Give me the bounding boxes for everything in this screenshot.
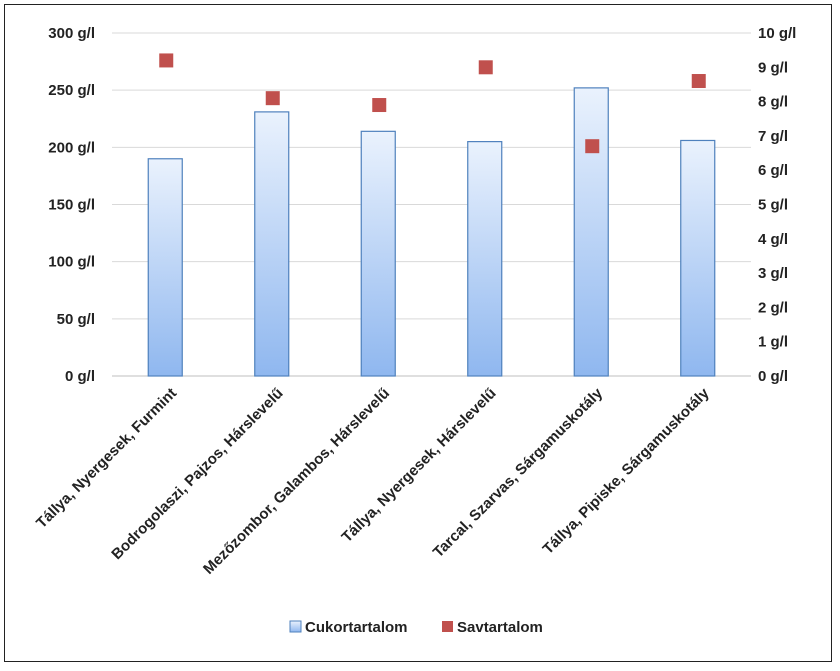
- scatter-point: [585, 139, 600, 154]
- left-tick-label: 250 g/l: [48, 82, 95, 99]
- legend-swatch-bar: [289, 620, 302, 633]
- bar: [147, 158, 183, 377]
- right-tick-label: 1 g/l: [758, 334, 788, 351]
- chart: 0 g/l 50 g/l 100 g/l 150 g/l 200 g/l 250 g/l 3…: [33, 25, 796, 636]
- category-labels: Tállya, Nyergesek, FurmintBodrogolaszi, …: [33, 384, 713, 577]
- right-tick-label: 4 g/l: [758, 231, 788, 248]
- bar: [467, 141, 503, 377]
- legend-label-point: Savtartalom: [457, 619, 543, 636]
- right-tick-label: 2 g/l: [758, 299, 788, 316]
- scatter-point: [159, 53, 174, 68]
- right-tick-label: 5 g/l: [758, 197, 788, 214]
- scatter-point: [478, 60, 493, 75]
- scatter-point: [265, 91, 280, 106]
- category-label: Tarcal, Szarvas, Sárgamuskotály: [430, 384, 607, 561]
- category-label: Bodrogolaszi, Pajzos, Hárslevelű: [108, 385, 286, 563]
- left-tick-label: 200 g/l: [48, 139, 95, 156]
- right-tick-label: 7 g/l: [758, 128, 788, 145]
- gridlines: [112, 32, 751, 377]
- left-tick-label: 300 g/l: [48, 25, 95, 42]
- legend: Cukortartalom Savtartalom: [289, 619, 543, 636]
- bar: [680, 139, 716, 377]
- left-tick-label: 50 g/l: [57, 311, 95, 328]
- scatter-point: [691, 74, 706, 89]
- bar-series: [147, 87, 716, 377]
- category-label: Tállya, Pipiske, Sárgamuskotály: [540, 384, 713, 557]
- bar: [360, 130, 396, 377]
- category-label: Mezőzombor, Galambos, Hárslevelű: [200, 385, 393, 578]
- left-tick-label: 0 g/l: [65, 368, 95, 385]
- right-tick-label: 3 g/l: [758, 265, 788, 282]
- legend-label-bar: Cukortartalom: [305, 619, 408, 636]
- right-tick-label: 6 g/l: [758, 162, 788, 179]
- right-tick-label: 9 g/l: [758, 59, 788, 76]
- scatter-point: [372, 98, 387, 113]
- left-tick-label: 150 g/l: [48, 197, 95, 214]
- right-tick-label: 10 g/l: [758, 25, 796, 42]
- left-axis: 0 g/l 50 g/l 100 g/l 150 g/l 200 g/l 250 g/l 3…: [48, 25, 95, 385]
- right-tick-label: 0 g/l: [758, 368, 788, 385]
- chart-frame: 0 g/l 50 g/l 100 g/l 150 g/l 200 g/l 250 g/l 3…: [4, 4, 832, 662]
- legend-swatch-point: [442, 621, 453, 632]
- right-tick-label: 8 g/l: [758, 94, 788, 111]
- bar: [573, 87, 609, 377]
- right-axis: 0 g/l 1 g/l 2 g/l 3 g/l 4 g/l 5 g/l 6 g/l 7 g/l…: [758, 25, 796, 385]
- left-tick-label: 100 g/l: [48, 254, 95, 271]
- bar: [254, 111, 290, 377]
- scatter-series: [159, 53, 706, 154]
